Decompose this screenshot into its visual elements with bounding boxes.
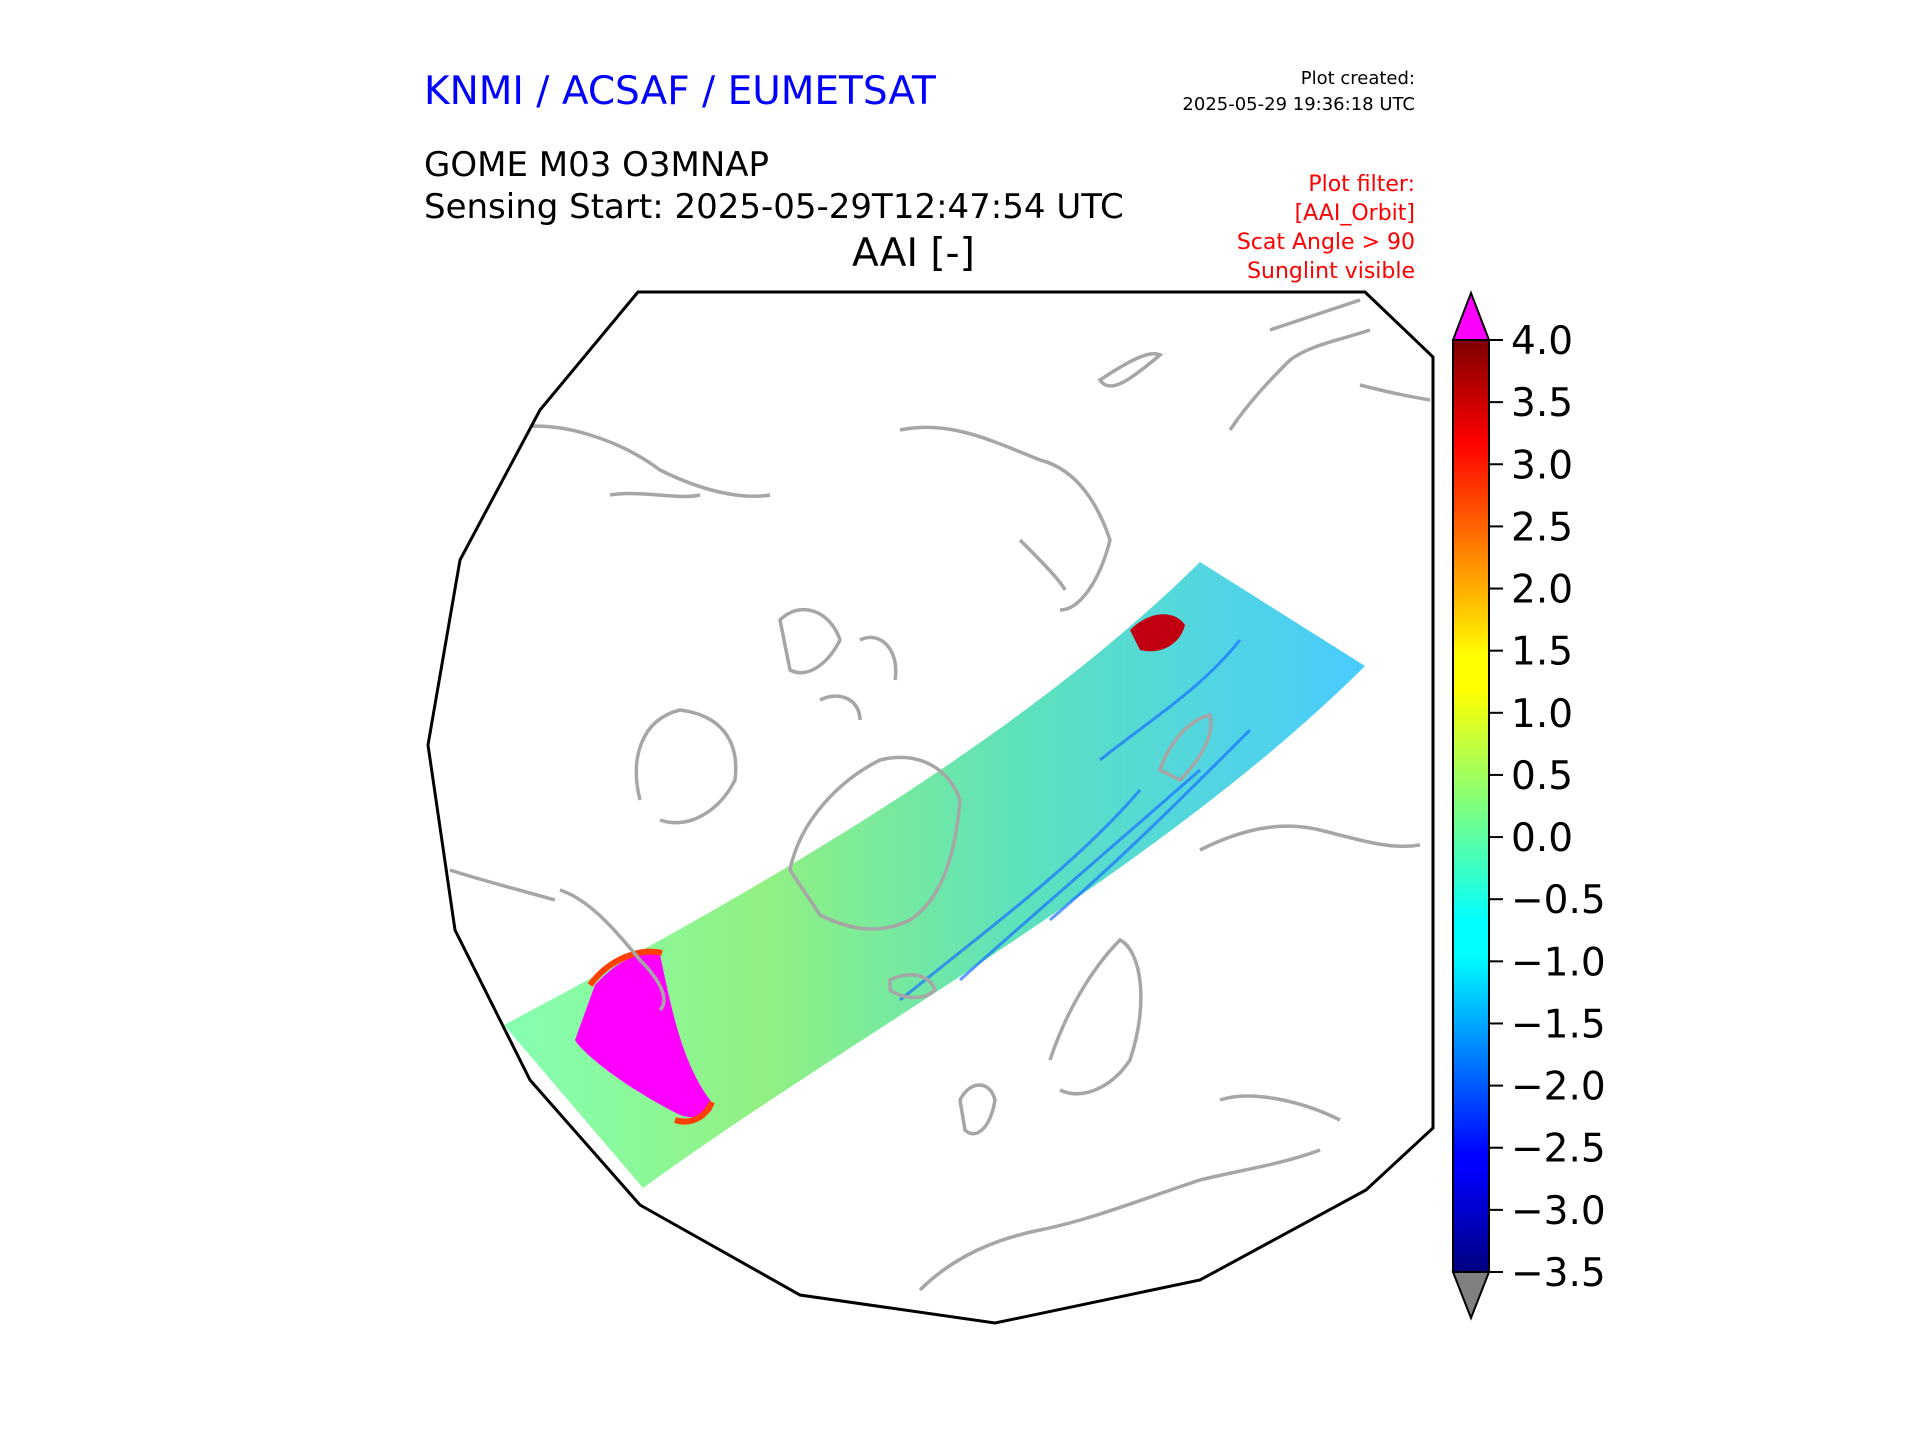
coastline-iceland	[888, 973, 938, 1000]
coastline-hudson-bay	[634, 708, 738, 825]
plot-filter-line: Sunglint visible	[1247, 259, 1415, 284]
colorbar-tick-label: 3.5	[1511, 381, 1573, 426]
coastline-greenland	[788, 755, 962, 931]
colorbar-tick-label: 2.0	[1511, 568, 1573, 613]
coastline-alaska	[514, 424, 771, 499]
coastline-siberia-east	[1228, 298, 1431, 431]
plot-filter-title: Plot filter:	[1308, 172, 1415, 197]
swath-blue-streaks	[899, 639, 1252, 1002]
colorbar-tick-label: −1.0	[1511, 940, 1606, 985]
colorbar-body	[1453, 340, 1489, 1272]
colorbar: 4.0 3.5 3.0 2.5 2.0 1.5 1.0 0.5 0.0 −0.5 −1.0 −1.5 −…	[1451, 290, 1606, 1321]
colorbar-tick-label: 2.5	[1511, 505, 1573, 550]
colorbar-under-extension	[1451, 1271, 1491, 1321]
colorbar-tick-label: 4.0	[1511, 319, 1573, 364]
coastline-kamchatka	[1097, 352, 1164, 388]
coastline-europe	[918, 1094, 1341, 1292]
colorbar-tick-label: 1.0	[1511, 692, 1573, 737]
colorbar-tick-label: −2.0	[1511, 1065, 1606, 1110]
coastline-russia-arctic	[1199, 824, 1421, 852]
product-name: GOME M03 O3MNAP	[424, 145, 770, 185]
colorbar-tick-label: −0.5	[1511, 878, 1606, 923]
coastline-scandinavia	[1048, 937, 1143, 1096]
aerosol-hotspot	[1130, 614, 1185, 652]
map-content	[449, 298, 1431, 1292]
coastline-british-isles	[958, 1083, 997, 1136]
colorbar-tick-label: −3.0	[1511, 1189, 1606, 1234]
colorbar-ticks: 4.0 3.5 3.0 2.5 2.0 1.5 1.0 0.5 0.0 −0.5 −1.0 −1.5 −…	[1489, 319, 1606, 1296]
plot-filter: Plot filter: [AAI_Orbit] Scat Angle > 90…	[1237, 170, 1415, 286]
colorbar-tick-label: −2.5	[1511, 1127, 1606, 1172]
colorbar-tick-label: −1.5	[1511, 1002, 1606, 1047]
coastline-siberia-north	[899, 425, 1112, 612]
coastline-novaya-zemlya	[1157, 712, 1213, 783]
plot-created: Plot created: 2025-05-29 19:36:18 UTC	[1182, 66, 1415, 118]
sensing-start: Sensing Start: 2025-05-29T12:47:54 UTC	[424, 187, 1124, 227]
coastline-canada-archipelago	[778, 608, 898, 721]
colorbar-tick-label: 0.0	[1511, 816, 1573, 861]
colorbar-over-extension	[1451, 290, 1491, 341]
coastline-north-america-east	[449, 868, 556, 902]
aerosol-plume	[575, 953, 713, 1118]
plot-filter-line: Scat Angle > 90	[1236, 230, 1415, 255]
colorbar-tick-label: 3.0	[1511, 443, 1573, 488]
colorbar-tick-label: 1.5	[1511, 630, 1573, 675]
organization-title: KNMI / ACSAF / EUMETSAT	[424, 69, 936, 114]
plot-created-time: 2025-05-29 19:36:18 UTC	[1182, 94, 1415, 115]
colorbar-tick-label: −3.5	[1511, 1251, 1606, 1296]
plot-created-label: Plot created:	[1300, 68, 1415, 89]
satellite-swath	[504, 562, 1365, 1188]
variable-title: AAI [-]	[852, 231, 975, 276]
aerosol-plume-edge	[587, 948, 715, 1125]
coastline-labrador	[559, 888, 666, 1012]
coastlines	[449, 298, 1431, 1292]
colorbar-tick-label: 0.5	[1511, 754, 1573, 799]
map-boundary	[426, 290, 1435, 1325]
plot-filter-line: [AAI_Orbit]	[1294, 201, 1415, 226]
